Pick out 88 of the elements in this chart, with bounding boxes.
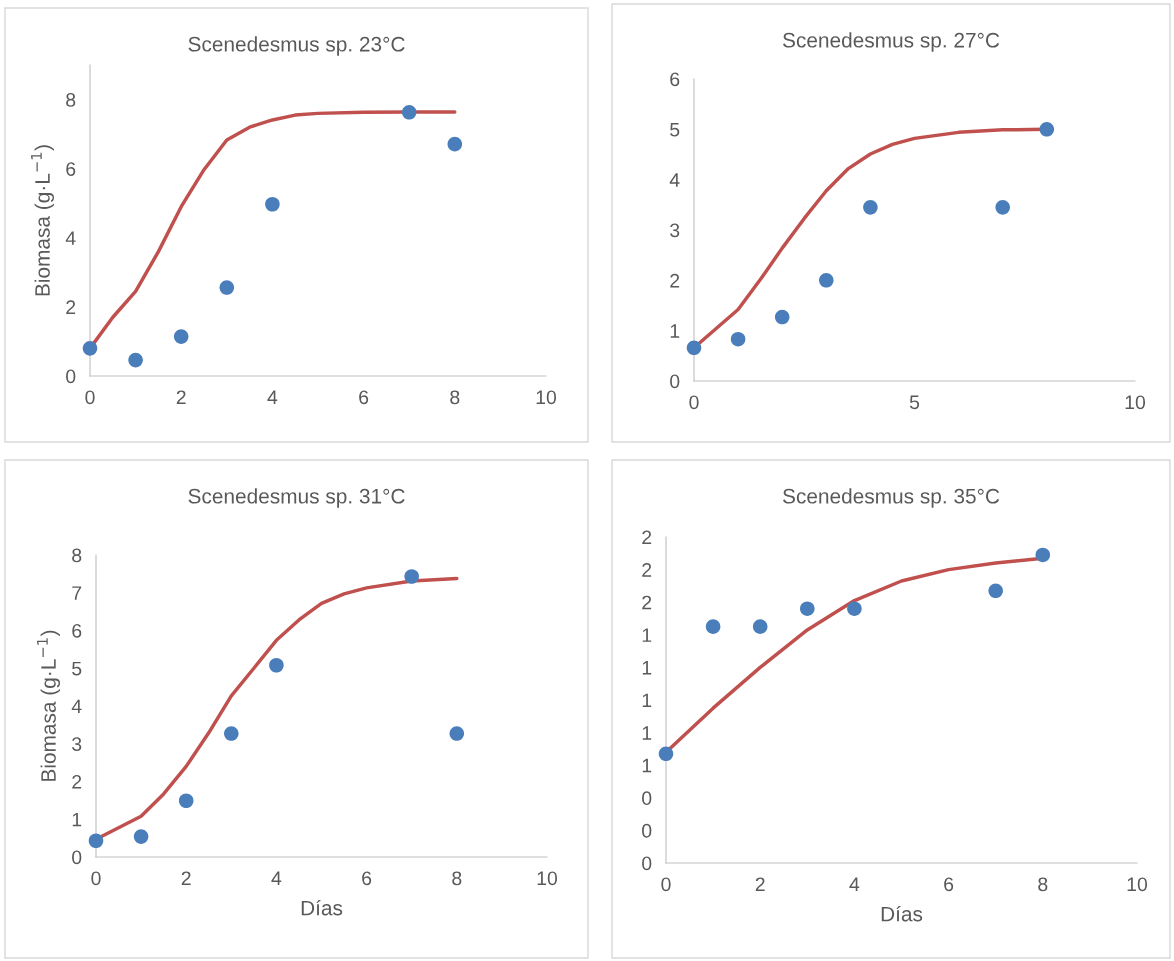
- x-tick-label: 4: [267, 390, 278, 404]
- point: [730, 331, 746, 347]
- point: [819, 273, 834, 288]
- x-tick-label: 8: [1038, 877, 1048, 892]
- x-tick-label: 6: [944, 877, 954, 892]
- y-tick-label: 0: [642, 823, 652, 838]
- chart-title: Scenedesmus sp. 31°C: [188, 488, 405, 508]
- y-tick-label: 2: [642, 530, 652, 545]
- x-tick-label: 2: [181, 871, 191, 885]
- y-tick-label: 2: [642, 563, 652, 577]
- x-tick-label: 5: [909, 395, 920, 410]
- point: [774, 309, 790, 325]
- x-tick-label: 8: [450, 390, 460, 405]
- x-tick-label: 10: [1125, 395, 1146, 410]
- x-tick-label: 0: [85, 390, 95, 405]
- y-tick-label: 0: [642, 791, 652, 806]
- x-tick-label: 8: [452, 871, 462, 886]
- point: [705, 619, 721, 634]
- chart-title: Scenedesmus sp. 35°C: [782, 488, 1000, 508]
- point: [265, 196, 280, 212]
- y-tick-label: 1: [642, 661, 652, 675]
- chart-title: Scenedesmus sp. 27°C: [782, 32, 1000, 52]
- x-tick-label: 2: [755, 877, 765, 891]
- point: [173, 329, 189, 344]
- y-tick-label: 1: [642, 628, 652, 642]
- point: [752, 619, 768, 634]
- y-tick-label: 4: [71, 699, 82, 714]
- y-tick-label: 8: [72, 548, 82, 563]
- y-tick-label: 0: [642, 856, 652, 871]
- y-axis-title: Biomasa (g·L$^{−1}$): [37, 630, 60, 781]
- y-tick-label: 0: [72, 850, 82, 865]
- point: [658, 746, 674, 762]
- point: [686, 340, 702, 356]
- y-tick-label: 1: [642, 693, 652, 708]
- point: [1039, 122, 1055, 137]
- point: [219, 280, 235, 295]
- y-tick-label: 6: [72, 623, 82, 638]
- point: [88, 833, 104, 849]
- y-tick-label: 7: [72, 586, 82, 600]
- y-tick-label: 1: [670, 324, 680, 338]
- y-tick-label: 2: [72, 774, 82, 789]
- point: [995, 200, 1010, 215]
- y-tick-label: 0: [670, 374, 680, 389]
- y-tick-label: 8: [66, 93, 76, 107]
- y-tick-label: 4: [65, 231, 76, 245]
- point: [178, 793, 194, 809]
- y-tick-label: 1: [72, 812, 82, 827]
- x-tick-label: 6: [359, 390, 369, 405]
- x-tick-label: 0: [689, 395, 699, 410]
- x-tick-label: 0: [91, 871, 101, 886]
- x-tick-label: 4: [271, 871, 282, 885]
- point: [133, 829, 149, 844]
- y-tick-label: 6: [66, 162, 76, 176]
- point: [224, 726, 239, 741]
- point: [800, 601, 815, 616]
- x-axis-title: Días: [881, 905, 923, 922]
- y-tick-label: 1: [642, 758, 652, 773]
- point: [82, 341, 98, 356]
- point: [1035, 547, 1051, 563]
- chart-title: Scenedesmus sp. 23°C: [188, 36, 405, 56]
- point: [447, 136, 463, 152]
- point: [404, 569, 419, 584]
- x-tick-label: 6: [362, 871, 372, 886]
- x-tick-label: 2: [176, 390, 186, 404]
- y-tick-label: 2: [670, 273, 680, 288]
- x-tick-label: 10: [537, 871, 558, 886]
- point: [269, 657, 284, 673]
- point: [988, 583, 1003, 599]
- y-tick-label: 2: [66, 300, 76, 314]
- y-tick-label: 4: [669, 173, 680, 187]
- point: [128, 352, 143, 368]
- x-tick-label: 10: [1127, 877, 1148, 892]
- y-tick-label: 1: [642, 726, 652, 740]
- y-axis-title: Biomasa (g·L$^{−1}$): [31, 145, 54, 296]
- y-tick-label: 0: [66, 369, 76, 384]
- y-tick-label: 3: [670, 223, 680, 238]
- point: [449, 726, 465, 741]
- y-tick-label: 5: [670, 123, 680, 137]
- x-tick-label: 4: [849, 877, 860, 891]
- point: [401, 105, 417, 120]
- y-tick-label: 2: [642, 595, 652, 610]
- x-tick-label: 10: [536, 390, 557, 405]
- y-tick-label: 5: [72, 661, 82, 676]
- point: [847, 601, 862, 616]
- y-tick-label: 6: [670, 72, 680, 87]
- point: [863, 200, 878, 215]
- x-axis-title: Días: [301, 899, 343, 916]
- y-tick-label: 3: [72, 737, 82, 751]
